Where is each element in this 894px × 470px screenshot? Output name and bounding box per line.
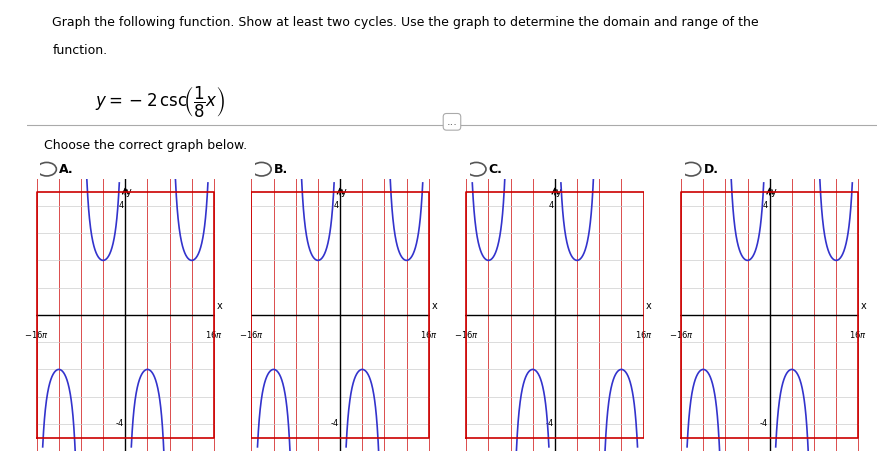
Text: $16\pi$: $16\pi$: [634, 329, 652, 339]
Text: $-16\pi$: $-16\pi$: [453, 329, 478, 339]
Text: y: y: [555, 187, 561, 197]
Text: $y = -2\,\mathrm{csc}\!\left(\dfrac{1}{8}x\right)$: $y = -2\,\mathrm{csc}\!\left(\dfrac{1}{8…: [95, 85, 225, 120]
Text: 4: 4: [333, 201, 338, 211]
Text: B.: B.: [274, 163, 288, 176]
Text: $-16\pi$: $-16\pi$: [668, 329, 693, 339]
Text: x: x: [431, 301, 436, 311]
Text: ...: ...: [446, 117, 457, 127]
Text: $-16\pi$: $-16\pi$: [24, 329, 49, 339]
Text: -4: -4: [544, 419, 552, 429]
Text: -4: -4: [330, 419, 338, 429]
Text: $16\pi$: $16\pi$: [205, 329, 223, 339]
Text: x: x: [645, 301, 651, 311]
Text: A.: A.: [59, 163, 73, 176]
Text: Choose the correct graph below.: Choose the correct graph below.: [44, 139, 247, 152]
Text: Graph the following function. Show at least two cycles. Use the graph to determi: Graph the following function. Show at le…: [52, 16, 758, 29]
Text: y: y: [126, 187, 131, 197]
Text: function.: function.: [52, 44, 107, 56]
Text: y: y: [770, 187, 775, 197]
Text: x: x: [216, 301, 222, 311]
Text: y: y: [341, 187, 346, 197]
Text: $16\pi$: $16\pi$: [848, 329, 866, 339]
Text: $16\pi$: $16\pi$: [419, 329, 437, 339]
Text: 4: 4: [548, 201, 552, 211]
Text: $-16\pi$: $-16\pi$: [239, 329, 264, 339]
Text: -4: -4: [759, 419, 767, 429]
Text: 4: 4: [119, 201, 123, 211]
Text: D.: D.: [703, 163, 718, 176]
Text: -4: -4: [115, 419, 123, 429]
Text: x: x: [860, 301, 865, 311]
Text: 4: 4: [763, 201, 767, 211]
Text: C.: C.: [488, 163, 502, 176]
